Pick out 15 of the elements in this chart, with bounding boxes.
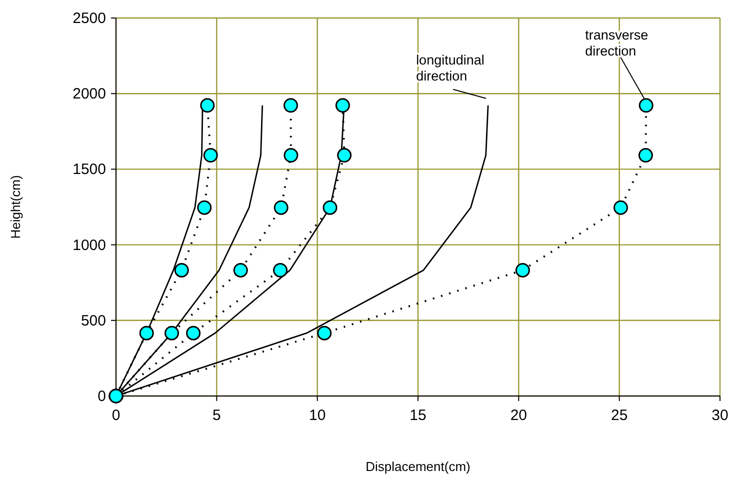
x-tick-label: 30 xyxy=(712,407,728,424)
y-tick-label: 1500 xyxy=(72,161,106,178)
y-tick-label: 2500 xyxy=(72,10,106,27)
y-axis-title: Height(cm) xyxy=(8,175,23,239)
y-tick-label: 1000 xyxy=(72,236,106,254)
x-axis-title: Displacement(cm) xyxy=(366,459,470,474)
x-tick-label: 5 xyxy=(212,407,221,424)
x-tick-label: 20 xyxy=(510,407,528,424)
y-tick-label: 500 xyxy=(80,312,106,330)
x-tick-label: 25 xyxy=(610,407,628,424)
x-tick-label: 15 xyxy=(410,407,426,424)
y-tick-label: 2000 xyxy=(72,86,106,103)
x-tick-label: 0 xyxy=(112,407,120,424)
x-tick-label: 10 xyxy=(308,407,326,424)
y-tick-label: 0 xyxy=(98,388,106,405)
